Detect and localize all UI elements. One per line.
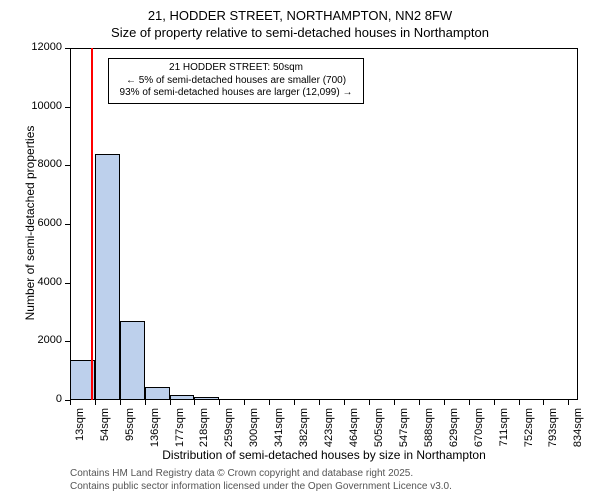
x-tick xyxy=(294,400,295,405)
x-tick xyxy=(194,400,195,405)
y-tick-label: 8000 xyxy=(20,158,62,170)
x-tick-label: 177sqm xyxy=(174,408,186,452)
y-tick xyxy=(65,224,70,225)
x-tick-label: 588sqm xyxy=(423,408,435,452)
x-tick-label: 136sqm xyxy=(149,408,161,452)
x-tick-label: 423sqm xyxy=(323,408,335,452)
y-tick-label: 2000 xyxy=(20,334,62,346)
histogram-bar xyxy=(95,154,120,400)
x-tick xyxy=(419,400,420,405)
x-tick-label: 259sqm xyxy=(223,408,235,452)
x-tick xyxy=(344,400,345,405)
x-tick-label: 629sqm xyxy=(448,408,460,452)
annotation-box: 21 HODDER STREET: 50sqm ← 5% of semi-det… xyxy=(108,58,364,104)
x-tick-label: 793sqm xyxy=(547,408,559,452)
x-tick xyxy=(469,400,470,405)
x-tick xyxy=(369,400,370,405)
footer-line2: Contains public sector information licen… xyxy=(70,481,452,494)
property-marker-line xyxy=(91,48,93,400)
histogram-bar xyxy=(170,395,195,400)
annotation-line1: 21 HODDER STREET: 50sqm xyxy=(115,62,357,75)
x-tick-label: 505sqm xyxy=(373,408,385,452)
x-tick xyxy=(444,400,445,405)
chart-container: { "title": { "main": "21, HODDER STREET,… xyxy=(0,0,600,500)
chart-title-sub: Size of property relative to semi-detach… xyxy=(0,23,600,40)
chart-title-main: 21, HODDER STREET, NORTHAMPTON, NN2 8FW xyxy=(0,0,600,23)
footer-line1: Contains HM Land Registry data © Crown c… xyxy=(70,468,452,481)
x-tick xyxy=(70,400,71,405)
x-tick xyxy=(170,400,171,405)
annotation-line3: 93% of semi-detached houses are larger (… xyxy=(115,87,357,100)
x-tick xyxy=(244,400,245,405)
x-tick xyxy=(494,400,495,405)
x-tick xyxy=(120,400,121,405)
x-tick-label: 300sqm xyxy=(248,408,260,452)
y-tick xyxy=(65,48,70,49)
x-tick-label: 547sqm xyxy=(398,408,410,452)
y-tick-label: 6000 xyxy=(20,217,62,229)
x-tick-label: 670sqm xyxy=(473,408,485,452)
y-tick xyxy=(65,165,70,166)
x-tick-label: 711sqm xyxy=(498,408,510,452)
x-tick xyxy=(543,400,544,405)
x-tick-label: 95sqm xyxy=(124,408,136,452)
histogram-bar xyxy=(194,397,219,400)
x-tick xyxy=(568,400,569,405)
x-tick-label: 341sqm xyxy=(273,408,285,452)
y-tick-label: 0 xyxy=(20,393,62,405)
x-tick-label: 13sqm xyxy=(74,408,86,452)
histogram-bar xyxy=(145,387,170,400)
x-tick xyxy=(145,400,146,405)
y-tick-label: 12000 xyxy=(20,41,62,53)
x-tick xyxy=(269,400,270,405)
x-tick-label: 54sqm xyxy=(99,408,111,452)
y-tick-label: 10000 xyxy=(20,100,62,112)
x-tick-label: 218sqm xyxy=(198,408,210,452)
x-tick xyxy=(519,400,520,405)
footer-attribution: Contains HM Land Registry data © Crown c… xyxy=(70,468,452,493)
annotation-line2: ← 5% of semi-detached houses are smaller… xyxy=(115,75,357,88)
y-tick xyxy=(65,283,70,284)
x-tick-label: 382sqm xyxy=(298,408,310,452)
x-tick-label: 834sqm xyxy=(572,408,584,452)
y-tick-label: 4000 xyxy=(20,276,62,288)
x-tick xyxy=(95,400,96,405)
x-tick xyxy=(319,400,320,405)
histogram-bar xyxy=(120,321,145,400)
y-tick xyxy=(65,341,70,342)
x-tick-label: 752sqm xyxy=(523,408,535,452)
x-tick xyxy=(219,400,220,405)
x-tick-label: 464sqm xyxy=(348,408,360,452)
x-tick xyxy=(394,400,395,405)
y-tick xyxy=(65,107,70,108)
